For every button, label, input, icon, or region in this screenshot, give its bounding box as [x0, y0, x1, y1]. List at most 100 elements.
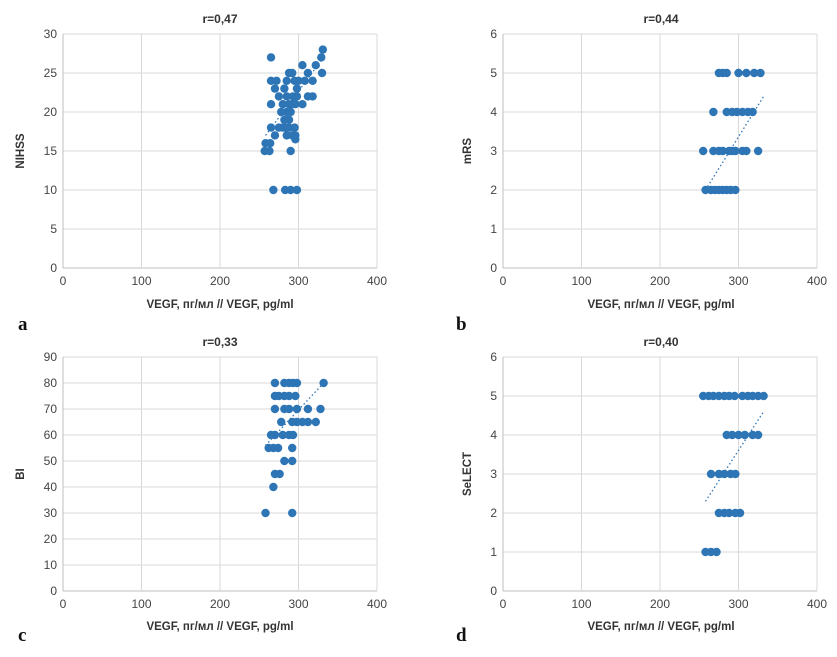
x-tick-label: 0: [60, 274, 67, 288]
data-point: [750, 68, 759, 78]
data-point: [275, 469, 284, 479]
y-tick-label: 6: [490, 27, 497, 41]
gridlines: [502, 33, 818, 269]
data-point: [742, 68, 751, 78]
x-tick-label: 0: [500, 274, 507, 288]
x-tick-labels: 0 100 200 300 400: [500, 274, 828, 288]
data-point: [286, 185, 295, 195]
data-point: [286, 146, 295, 156]
y-axis-label: mRS: [462, 138, 474, 165]
data-point: [282, 76, 291, 86]
y-tick-label: 1: [490, 545, 497, 559]
data-point: [303, 404, 313, 414]
data-point: [722, 68, 731, 78]
y-tick-label: 30: [44, 27, 58, 41]
data-point: [291, 391, 300, 401]
gridlines: [502, 356, 818, 592]
data-point: [724, 508, 734, 518]
y-tick-label: 50: [44, 454, 58, 468]
data-point: [731, 185, 740, 195]
data-point: [284, 115, 294, 125]
y-tick-label: 40: [44, 480, 58, 494]
y-tick-label: 3: [490, 467, 497, 481]
chart-title: r=0,47: [202, 12, 237, 26]
x-tick-label: 0: [500, 597, 507, 611]
data-point: [277, 417, 286, 427]
y-tick-label: 5: [490, 389, 497, 403]
y-tick-label: 1: [490, 222, 497, 236]
y-tick-label: 3: [490, 144, 497, 158]
panel-a: r=0,47 0 5 10 15 20 25 30 0 100 200 300 400 VEGF, …: [15, 12, 387, 335]
data-point: [734, 68, 743, 78]
data-point: [290, 123, 299, 132]
data-point: [735, 508, 745, 518]
data-point: [272, 76, 281, 86]
data-point: [756, 68, 765, 78]
data-point: [731, 146, 740, 156]
y-tick-label: 5: [50, 222, 57, 236]
data-point: [270, 430, 280, 440]
data-point: [298, 100, 307, 109]
y-tick-label: 90: [44, 350, 58, 364]
data-point: [278, 430, 287, 440]
y-tick-label: 2: [490, 506, 497, 520]
panel-letter: d: [456, 625, 467, 646]
data-points: [698, 391, 768, 557]
data-point: [278, 100, 287, 109]
x-tick-label: 200: [210, 274, 230, 288]
y-axis-label: SeLECT: [462, 452, 474, 496]
x-tick-label: 200: [210, 597, 230, 611]
x-tick-label: 200: [650, 274, 670, 288]
data-point: [740, 430, 749, 440]
panel-letter: a: [18, 314, 28, 335]
data-point: [730, 391, 739, 401]
panel-b: r=0,44 0 1 2 3 4 5 6 0 100 200 300 400 VEGF, пг/мл…: [456, 12, 827, 335]
gridlines: [62, 33, 378, 269]
data-point: [709, 107, 718, 117]
data-point: [284, 404, 294, 414]
x-tick-label: 100: [571, 597, 591, 611]
data-point: [308, 76, 317, 86]
data-point: [317, 53, 326, 62]
y-tick-label: 70: [44, 402, 58, 416]
y-tick-label: 6: [490, 350, 497, 364]
x-tick-label: 300: [728, 597, 748, 611]
data-point: [300, 76, 309, 86]
trendline: [704, 411, 765, 502]
y-tick-label: 20: [44, 532, 58, 546]
y-tick-label: 20: [44, 105, 58, 119]
data-point: [291, 100, 300, 109]
y-tick-labels: 0 1 2 3 4 5 6: [490, 350, 497, 598]
x-tick-label: 200: [650, 597, 670, 611]
data-point: [303, 68, 313, 78]
x-tick-label: 100: [131, 274, 151, 288]
data-point: [282, 92, 291, 101]
x-tick-labels: 0 100 200 300 400: [500, 597, 828, 611]
data-point: [280, 84, 289, 93]
panel-c: r=0,33 0 10 20 30 40 50 60 70 80 90 0 100 200 300 400…: [15, 335, 387, 646]
data-point: [266, 100, 276, 109]
y-tick-labels: 0 5 10 15 20 25 30: [44, 27, 58, 275]
data-point: [266, 123, 276, 132]
y-axis-label: NIHSS: [15, 133, 27, 168]
y-tick-label: 10: [44, 183, 58, 197]
data-point: [270, 378, 280, 388]
data-point: [280, 456, 289, 466]
data-point: [753, 146, 763, 156]
x-tick-label: 100: [571, 274, 591, 288]
data-point: [288, 443, 297, 453]
data-point: [266, 139, 275, 148]
chart-title: r=0,33: [202, 335, 237, 349]
y-tick-label: 0: [490, 261, 497, 275]
data-point: [292, 404, 302, 414]
data-point: [288, 456, 297, 466]
data-point: [273, 443, 283, 453]
y-tick-label: 25: [44, 66, 58, 80]
panel-d: r=0,40 0 1 2 3 4 5 6 0 100 200 300 400 VEGF, пг/мл…: [456, 335, 827, 646]
data-point: [748, 107, 757, 117]
x-tick-label: 400: [367, 274, 387, 288]
data-point: [728, 430, 737, 440]
data-point: [698, 146, 708, 156]
data-point: [712, 547, 721, 557]
